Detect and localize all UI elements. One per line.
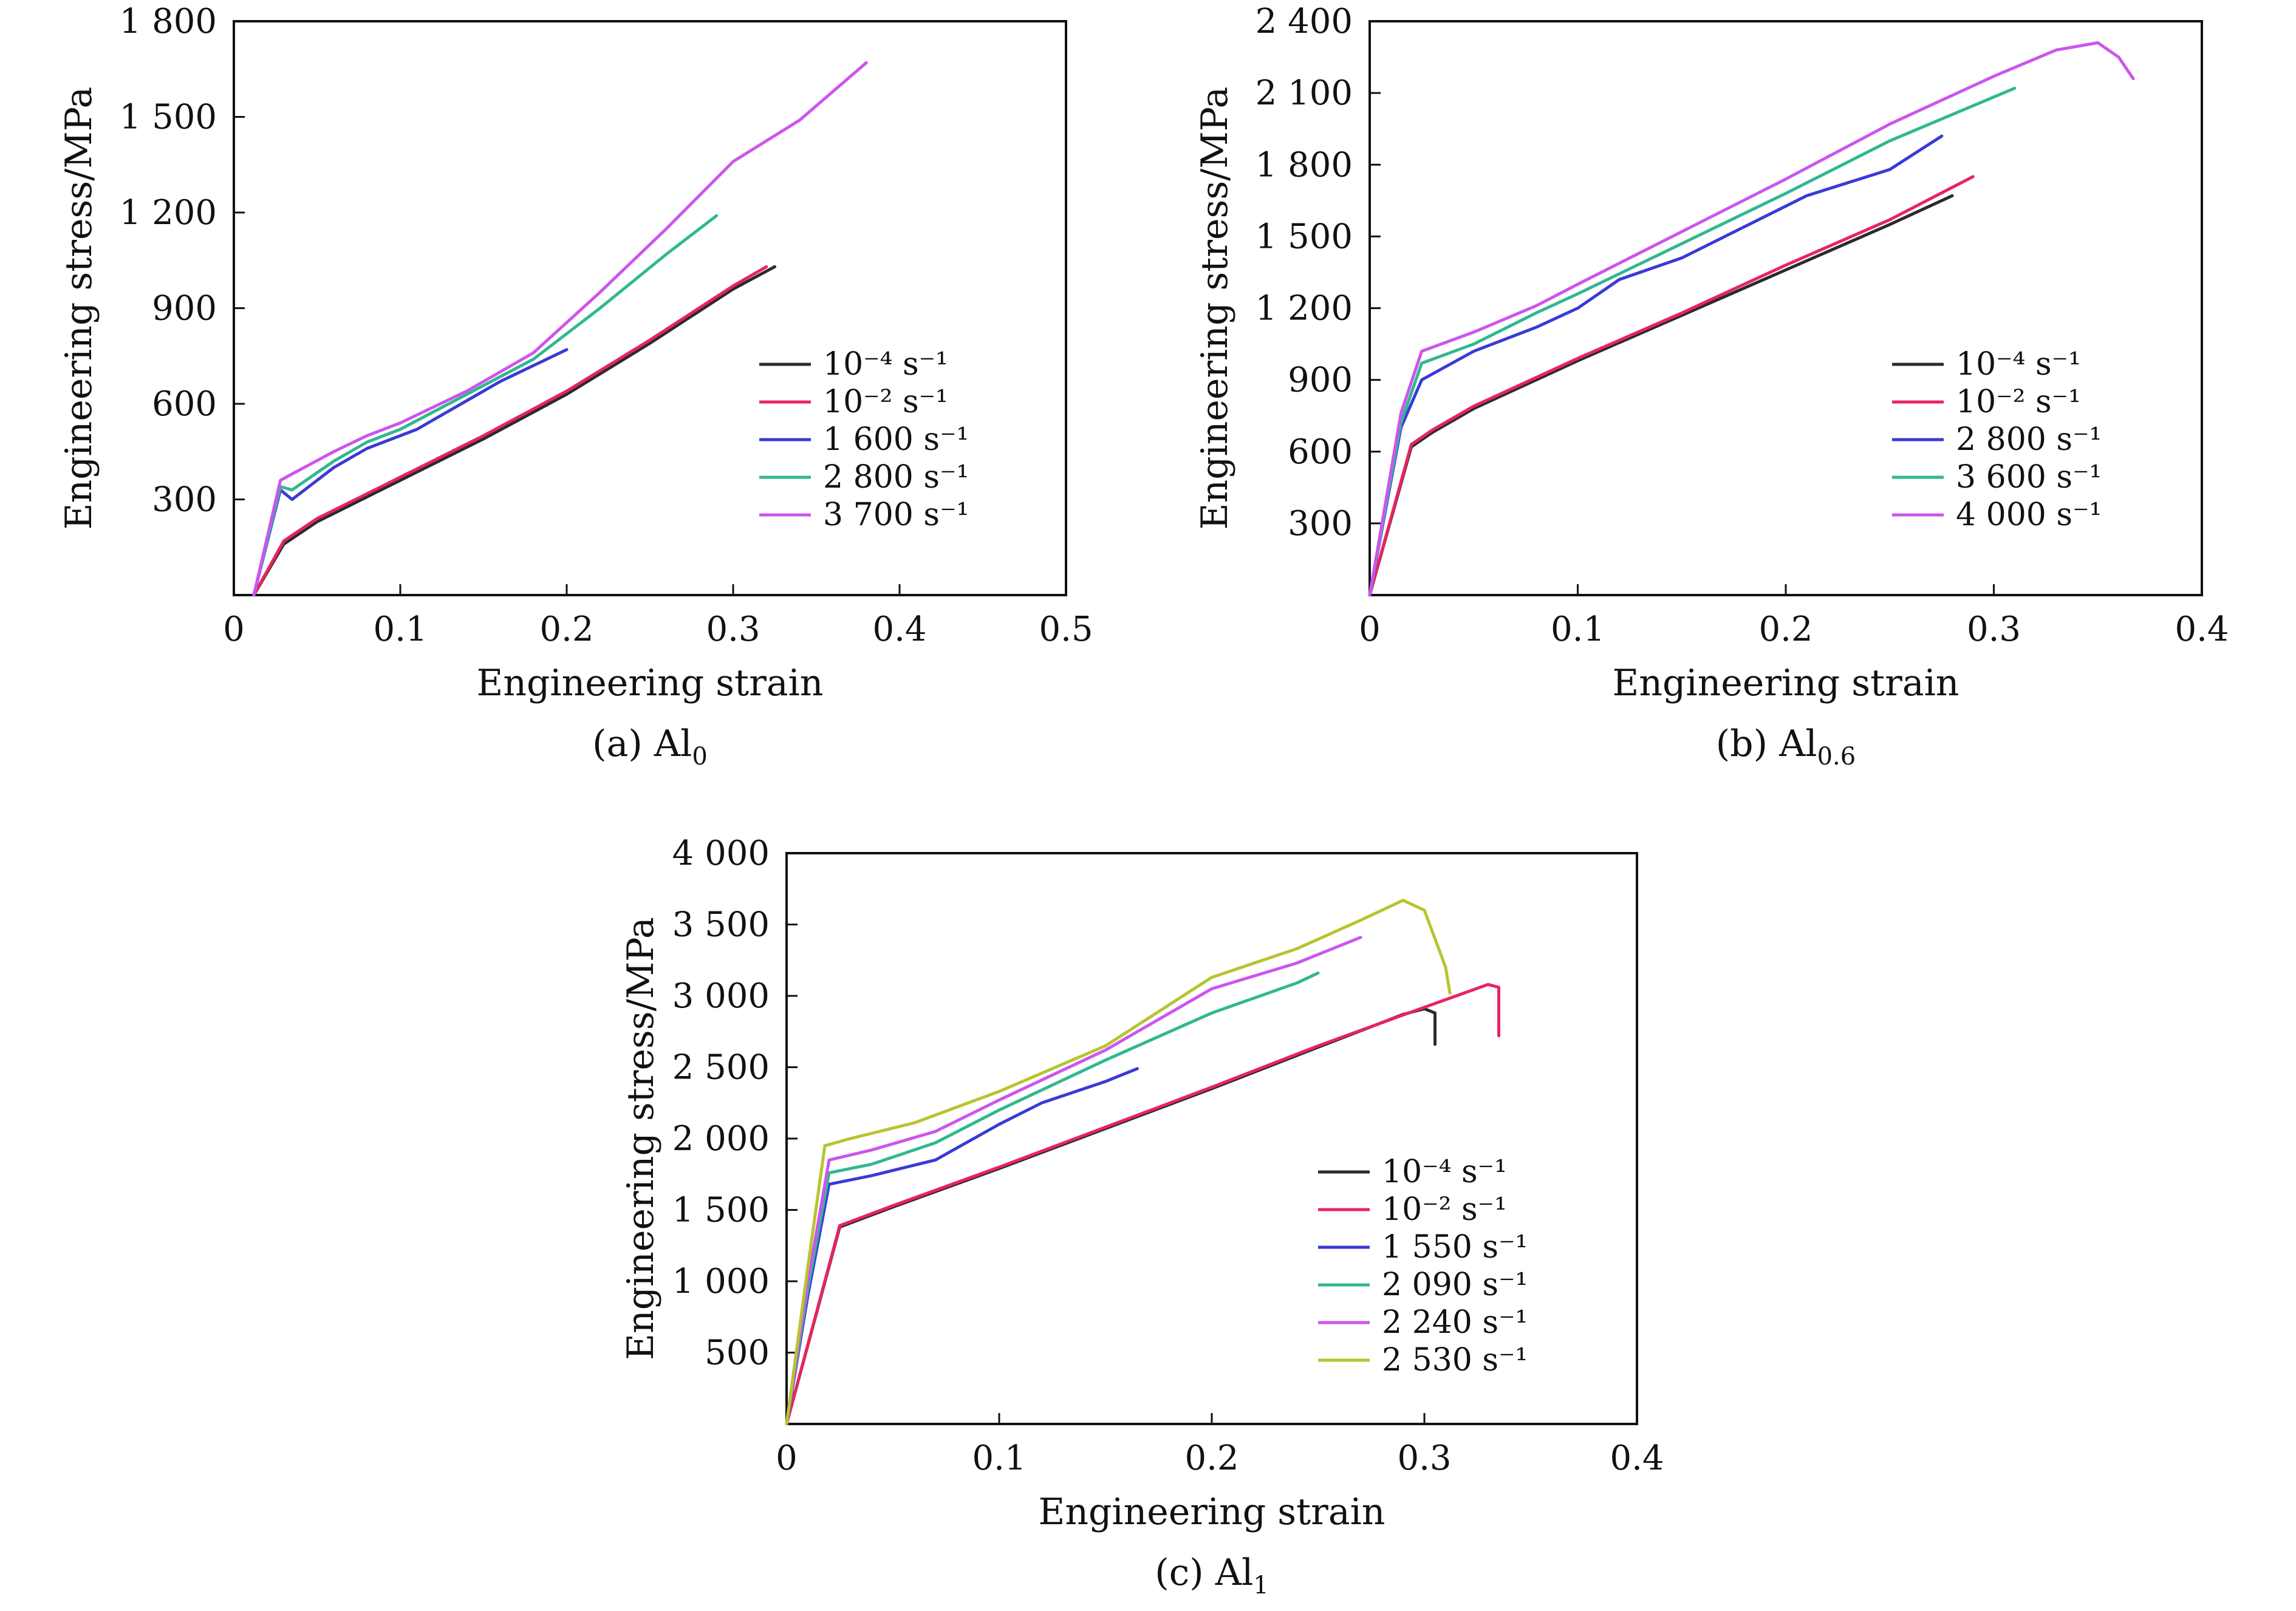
y-tick-label: 1 500 — [672, 1191, 770, 1230]
x-tick-label: 0.4 — [872, 610, 926, 649]
x-axis-label: Engineering strain — [477, 662, 824, 704]
series-line-4 — [252, 61, 868, 597]
y-tick-label: 1 200 — [120, 193, 217, 233]
caption-subscript: 0 — [692, 743, 707, 771]
series-line-2 — [252, 348, 569, 597]
legend-entry: 3 600 s⁻¹ — [1956, 459, 2102, 496]
series-line-3 — [1368, 86, 2017, 597]
legend-entry: 2 090 s⁻¹ — [1382, 1267, 1528, 1303]
x-tick-label: 0.3 — [1397, 1439, 1451, 1478]
x-tick-label: 0.4 — [2175, 610, 2229, 649]
y-tick-label: 3 500 — [672, 905, 770, 945]
chart-c-al1: 0 0.1 0.2 0.3 0.4 500 1 000 1 500 2 000 2 500 3 00… — [620, 834, 1664, 1599]
legend-entry: 10⁻² s⁻¹ — [1382, 1191, 1507, 1228]
series-line-3 — [252, 214, 719, 597]
series-line-5 — [785, 899, 1452, 1426]
y-tick-label: 900 — [1288, 361, 1353, 400]
chart-a-al0: 0 0.1 0.2 0.3 0.4 0.5 300 600 900 1 200 1 500 1 800… — [58, 2, 1093, 771]
y-tick-label: 1 000 — [672, 1262, 770, 1301]
x-tick-label: 0.1 — [1551, 610, 1605, 649]
y-tick-label: 2 400 — [1256, 2, 1353, 41]
x-tick-label: 0.5 — [1039, 610, 1093, 649]
x-tick-label: 0.3 — [706, 610, 760, 649]
x-tick-label: 0 — [1359, 610, 1381, 649]
y-tick-label: 600 — [1288, 432, 1353, 472]
series-line-3 — [785, 971, 1320, 1426]
x-axis-label: Engineering strain — [1039, 1491, 1385, 1533]
legend-entry: 1 600 s⁻¹ — [823, 421, 969, 458]
legend-entry: 1 550 s⁻¹ — [1382, 1229, 1528, 1265]
x-tick-label: 0.2 — [1758, 610, 1813, 649]
subfigure-caption: (c) Al1 — [1155, 1551, 1268, 1599]
y-tick-label: 500 — [705, 1333, 770, 1373]
x-tick-label: 0.2 — [539, 610, 593, 649]
series-line-1 — [785, 983, 1500, 1426]
legend-entry: 2 800 s⁻¹ — [823, 459, 969, 496]
x-tick-label: 0.1 — [972, 1439, 1026, 1478]
y-axis-label: Engineering stress/MPa — [1194, 87, 1236, 530]
legend-entry: 10⁻² s⁻¹ — [1956, 384, 2081, 420]
series-line-0 — [252, 265, 776, 597]
subfigure-caption: (a) Al0 — [592, 723, 708, 771]
legend-entry: 2 800 s⁻¹ — [1956, 421, 2102, 458]
x-tick-label: 0 — [776, 1439, 798, 1478]
legend-entry: 10⁻⁴ s⁻¹ — [1956, 346, 2081, 383]
y-tick-label: 3 000 — [672, 976, 770, 1016]
series-line-4 — [1368, 41, 2135, 597]
y-tick-label: 600 — [152, 384, 217, 424]
legend-entry: 10⁻² s⁻¹ — [823, 384, 948, 420]
legend-entry: 4 000 s⁻¹ — [1956, 497, 2102, 533]
caption-subscript: 1 — [1253, 1572, 1268, 1599]
legend-entry: 10⁻⁴ s⁻¹ — [1382, 1154, 1507, 1190]
y-tick-label: 4 000 — [672, 834, 770, 873]
series-line-1 — [1368, 175, 1975, 597]
series-line-2 — [1368, 134, 1944, 597]
y-axis-label: Engineering stress/MPa — [58, 87, 100, 530]
y-tick-label: 1 800 — [1256, 145, 1353, 185]
x-tick-label: 0.3 — [1967, 610, 2021, 649]
series-line-2 — [785, 1067, 1139, 1426]
legend-entry: 2 240 s⁻¹ — [1382, 1304, 1528, 1341]
legend-entry: 3 700 s⁻¹ — [823, 497, 969, 533]
legend-entry: 10⁻⁴ s⁻¹ — [823, 346, 948, 383]
legend-entry: 2 530 s⁻¹ — [1382, 1342, 1528, 1378]
x-tick-label: 0.2 — [1184, 1439, 1239, 1478]
y-tick-label: 1 500 — [1256, 217, 1353, 256]
series-line-1 — [252, 265, 768, 597]
x-tick-label: 0.4 — [1610, 1439, 1664, 1478]
y-tick-label: 300 — [152, 480, 217, 520]
series-line-4 — [785, 936, 1362, 1426]
y-tick-label: 2 100 — [1256, 73, 1353, 113]
y-tick-label: 2 000 — [672, 1119, 770, 1159]
y-tick-label: 900 — [152, 289, 217, 329]
chart-b-al06: 0 0.1 0.2 0.3 0.4 300 600 900 1 200 1 500 1 800 2 1… — [1194, 2, 2229, 771]
y-axis-label: Engineering stress/MPa — [620, 917, 662, 1360]
y-tick-label: 1 800 — [120, 2, 217, 41]
y-tick-label: 1 500 — [120, 98, 217, 137]
y-tick-label: 1 200 — [1256, 289, 1353, 329]
series-line-0 — [1368, 194, 1954, 597]
caption-subscript: 0.6 — [1817, 743, 1856, 771]
subfigure-caption: (b) Al0.6 — [1716, 723, 1856, 771]
x-axis-label: Engineering strain — [1613, 662, 1959, 704]
x-tick-label: 0.1 — [373, 610, 427, 649]
x-tick-label: 0 — [223, 610, 245, 649]
y-tick-label: 2 500 — [672, 1048, 770, 1088]
y-tick-label: 300 — [1288, 504, 1353, 543]
